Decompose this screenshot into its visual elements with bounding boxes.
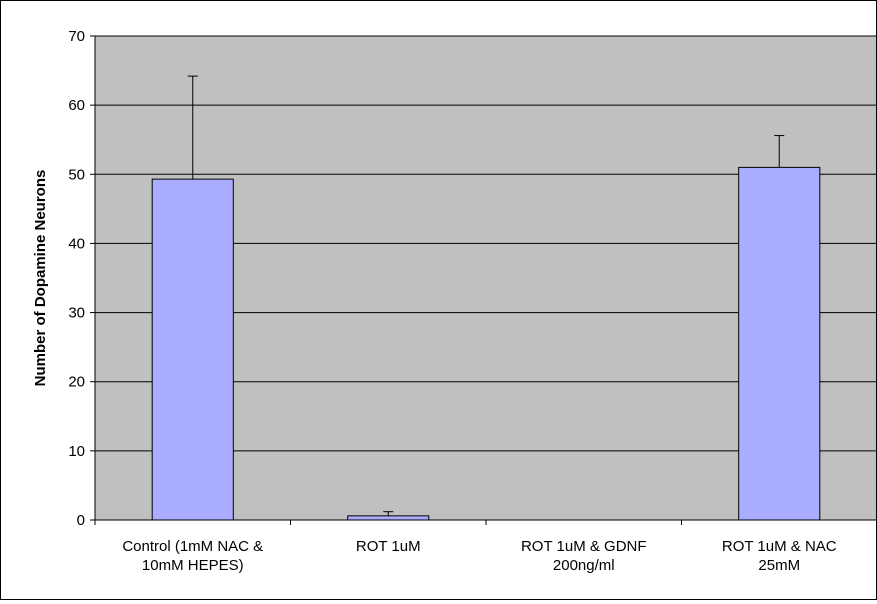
y-tick-label: 70: [68, 28, 85, 45]
bar: [738, 166, 821, 521]
axes: [90, 35, 877, 525]
x-category-label: ROT 1uM & GDNF 200ng/ml: [521, 538, 647, 574]
y-tick-label: 30: [68, 305, 85, 322]
bar: [151, 178, 234, 521]
x-category-label: ROT 1uM & NAC 25mM: [722, 538, 837, 574]
y-tick-label: 10: [68, 443, 85, 460]
error-bars: [187, 75, 785, 516]
y-tick-label: 50: [68, 166, 85, 183]
y-axis-title: Number of Dopamine Neurons: [32, 170, 49, 387]
y-tick-label: 40: [68, 235, 85, 252]
x-category-label: Control (1mM NAC & 10mM HEPES): [122, 538, 263, 574]
y-tick-labels: 0 10 20 30 40 50 60 70: [68, 28, 85, 529]
bar: [347, 515, 430, 521]
x-category-labels: Control (1mM NAC & 10mM HEPES) ROT 1uM ROT …: [122, 538, 836, 574]
bars: [151, 166, 821, 521]
y-tick-label: 0: [77, 512, 85, 529]
y-tick-label: 20: [68, 374, 85, 391]
x-category-label: ROT 1uM: [356, 538, 421, 555]
y-tick-label: 60: [68, 97, 85, 114]
